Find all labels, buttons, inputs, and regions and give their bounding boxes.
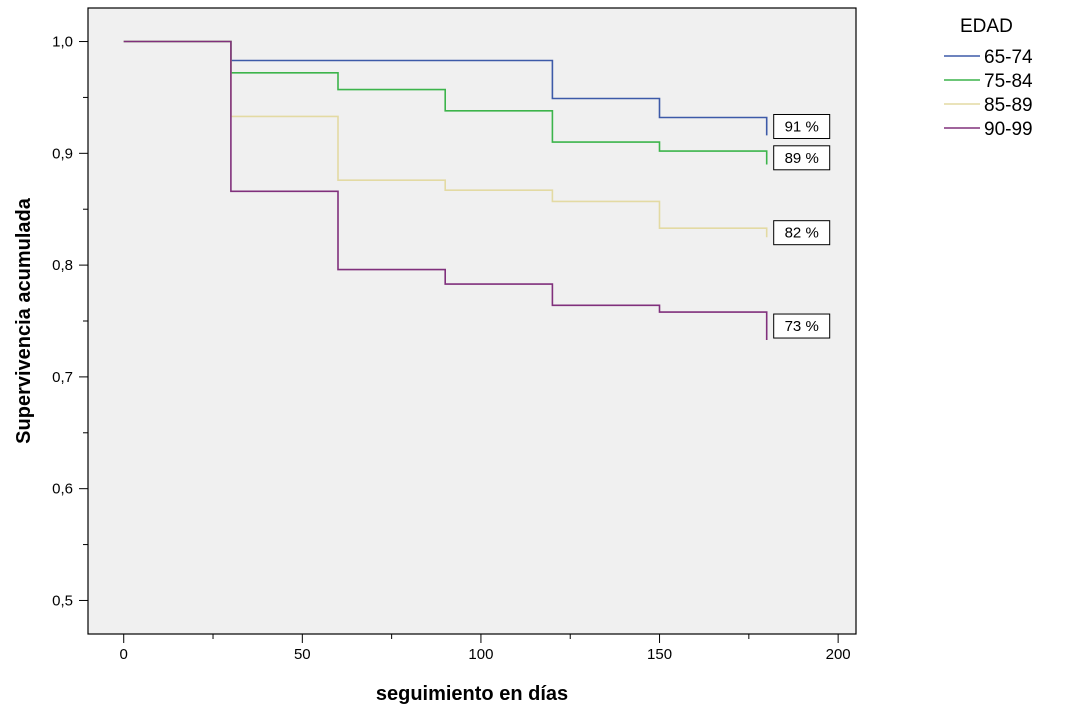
x-axis-title: seguimiento en días bbox=[376, 683, 568, 705]
y-axis-title: Supervivencia acumulada bbox=[13, 197, 35, 444]
x-axis: 0 50 100 150 200 bbox=[120, 634, 851, 663]
end-labels: 91 % 89 % 82 % 73 % bbox=[773, 113, 831, 339]
end-label: 82 % bbox=[785, 225, 819, 242]
end-label-box bbox=[773, 220, 831, 246]
x-tick-label: 100 bbox=[468, 646, 493, 663]
end-label: 89 % bbox=[785, 150, 819, 167]
y-tick-label: 0,6 bbox=[52, 481, 73, 498]
series-layer bbox=[123, 40, 768, 340]
y-tick-label: 0,5 bbox=[52, 592, 73, 609]
end-label-box bbox=[773, 113, 831, 139]
plot-area bbox=[87, 7, 857, 635]
y-tick-label: 0,8 bbox=[52, 257, 73, 274]
legend-title: EDAD bbox=[960, 16, 1013, 37]
legend-label: 90-99 bbox=[984, 119, 1033, 140]
end-label: 73 % bbox=[785, 318, 819, 335]
legend-label: 75-84 bbox=[984, 71, 1033, 92]
x-tick-label: 150 bbox=[647, 646, 672, 663]
legend-label: 85-89 bbox=[984, 95, 1033, 116]
y-tick-label: 0,9 bbox=[52, 145, 73, 162]
x-tick-label: 200 bbox=[826, 646, 851, 663]
y-tick-label: 0,7 bbox=[52, 369, 73, 386]
y-axis: 0,5 0,6 0,7 0,8 0,9 1,0 bbox=[52, 34, 88, 609]
end-label-box bbox=[773, 313, 831, 339]
y-tick-label: 1,0 bbox=[52, 34, 73, 51]
legend-label: 65-74 bbox=[984, 47, 1033, 68]
x-tick-label: 0 bbox=[120, 646, 128, 663]
x-tick-label: 50 bbox=[294, 646, 311, 663]
legend: EDAD 65-74 75-84 85-89 90-99 bbox=[944, 16, 1033, 140]
end-label: 91 % bbox=[785, 118, 819, 135]
end-label-box bbox=[773, 145, 831, 171]
series-line-90-99 bbox=[123, 40, 768, 340]
